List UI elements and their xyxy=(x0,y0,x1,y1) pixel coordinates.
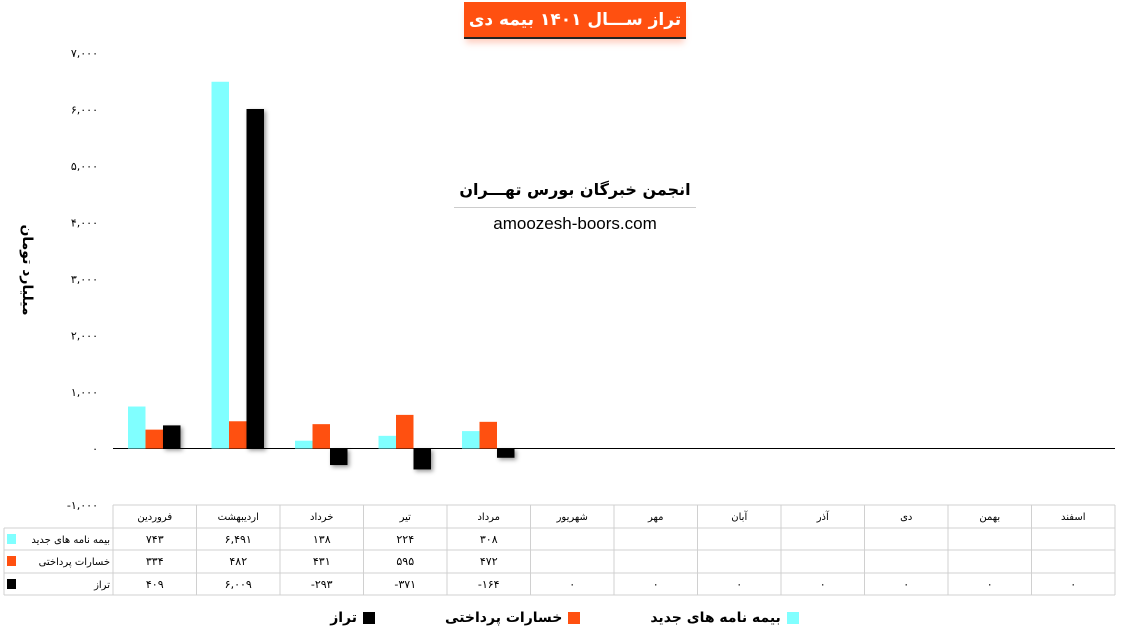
table-cell: ۶,۴۹۱ xyxy=(225,533,252,546)
bar-new-policies xyxy=(462,431,480,449)
table-header-month: فروردین xyxy=(137,512,172,523)
table-cell: ۳۰۸ xyxy=(480,533,498,546)
bar-balance xyxy=(330,448,348,466)
table-cell: ۴۸۲ xyxy=(229,555,247,568)
y-tick-label: ۲,۰۰۰ xyxy=(71,330,98,343)
legend-label: خسارات پرداختی xyxy=(445,610,563,626)
table-cell: ۴۷۲ xyxy=(480,555,498,568)
legend-item-claims: خسارات پرداختی xyxy=(445,610,581,626)
table-header-month: شهریور xyxy=(556,512,588,523)
bar-balance xyxy=(163,425,181,449)
bar-new-policies xyxy=(211,81,229,449)
bar-claims xyxy=(145,429,163,449)
table-cell: ۷۴۳ xyxy=(146,533,164,546)
table-cell: ۰ xyxy=(903,578,909,591)
table-cell: ۴۰۹ xyxy=(146,578,164,591)
bar-new-policies xyxy=(378,435,396,449)
table-cell: ۴۳۱ xyxy=(313,555,331,568)
legend-swatch xyxy=(786,612,799,624)
table-header-month: خرداد xyxy=(310,512,333,523)
legend-item-balance: تراز xyxy=(330,610,376,626)
bar-new-policies xyxy=(128,406,146,449)
table-header-month: مهر xyxy=(647,512,663,523)
table-header-month: دی xyxy=(900,512,912,523)
table-legend-swatch xyxy=(7,534,16,544)
y-tick-label: ۳,۰۰۰ xyxy=(71,273,98,286)
y-axis-label: میلیارد تومان xyxy=(19,224,35,316)
bar-claims xyxy=(312,424,330,449)
table-cell: ۳۳۴ xyxy=(146,555,164,568)
legend-label: بیمه نامه های جدید xyxy=(650,610,781,626)
table-header-month: مرداد xyxy=(477,512,500,523)
table-cell: ۲۲۴ xyxy=(396,533,414,546)
y-tick-label: ۰ xyxy=(92,443,98,456)
table-header-month: اردیبهشت xyxy=(218,512,259,523)
table-cell: -۳۷۱ xyxy=(394,578,416,591)
table-header-month: اسفند xyxy=(1061,512,1085,523)
y-tick-label: ۴,۰۰۰ xyxy=(71,217,98,230)
bar-new-policies xyxy=(295,440,313,449)
table-cell: ۰ xyxy=(1070,578,1076,591)
table-header-month: آذر xyxy=(816,510,830,523)
bar-balance xyxy=(497,448,515,458)
bar-balance xyxy=(246,108,264,449)
table-header-month: آبان xyxy=(731,510,748,523)
y-tick-label: ۵,۰۰۰ xyxy=(71,160,98,173)
chart-title: تراز ســـال ۱۴۰۱ بیمه دی xyxy=(464,2,686,39)
y-tick-label: -۱,۰۰۰ xyxy=(67,499,98,512)
y-tick-label: ۱,۰۰۰ xyxy=(71,386,98,399)
watermark-name: انجمن خبرگان بورس تهـــران xyxy=(454,180,696,208)
table-cell: ۰ xyxy=(987,578,993,591)
y-tick-label: ۷,۰۰۰ xyxy=(71,47,98,60)
table-header-month: تیر xyxy=(399,512,412,523)
bar-claims xyxy=(396,414,414,449)
legend-label: تراز xyxy=(330,610,358,626)
table-cell: -۲۹۳ xyxy=(311,578,333,591)
table-row-label: خسارات پرداختی xyxy=(39,557,110,568)
table-row-label: تراز xyxy=(93,580,110,591)
legend-swatch xyxy=(568,612,581,624)
table-header-month: بهمن xyxy=(979,512,1000,523)
bar-claims xyxy=(229,421,247,449)
table-cell: ۰ xyxy=(653,578,659,591)
table-cell: ۱۳۸ xyxy=(313,533,331,546)
table-row-label: بیمه نامه های جدید xyxy=(31,535,110,546)
table-cell: -۱۶۴ xyxy=(478,578,500,591)
bar-claims xyxy=(479,421,497,449)
table-cell: ۰ xyxy=(736,578,742,591)
y-tick-label: ۶,۰۰۰ xyxy=(71,104,98,117)
legend-swatch xyxy=(363,612,376,624)
legend-item-new-policies: بیمه نامه های جدید xyxy=(650,610,799,626)
watermark: انجمن خبرگان بورس تهـــران amoozesh-boor… xyxy=(454,180,696,234)
table-cell: ۶,۰۰۹ xyxy=(225,578,252,591)
table-legend-swatch xyxy=(7,556,16,566)
table-cell: ۰ xyxy=(569,578,575,591)
watermark-url: amoozesh-boors.com xyxy=(493,214,657,233)
bar-balance xyxy=(413,448,431,470)
legend: بیمه نامه های جدید خسارات پرداختی تراز xyxy=(0,610,1129,626)
table-legend-swatch xyxy=(7,579,16,589)
table-cell: ۰ xyxy=(820,578,826,591)
table-cell: ۵۹۵ xyxy=(396,555,414,568)
